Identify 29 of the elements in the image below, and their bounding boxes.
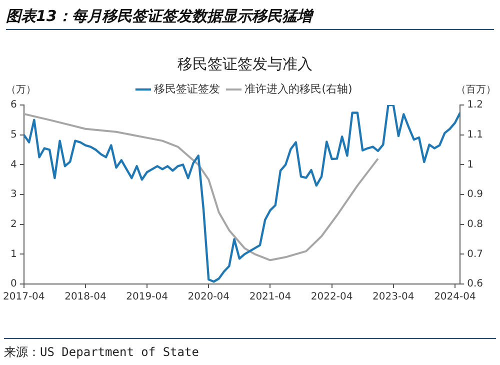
x-tick-label: 2019-04 [126, 292, 168, 303]
y2-tick-label: 0.7 [467, 248, 484, 260]
y2-tick-label: 0.9 [467, 189, 484, 200]
chart-title: 移民签证签发与准入 [178, 54, 312, 73]
y2-tick-label: 1.2 [467, 100, 484, 111]
y-tick-label: 3 [10, 189, 17, 200]
y2-tick-label: 0.6 [467, 278, 484, 290]
x-tick-label: 2022-04 [310, 292, 353, 303]
y-tick-label: 4 [10, 159, 17, 170]
y2-tick-label: 1.1 [467, 129, 484, 140]
y-tick-label: 5 [10, 129, 17, 140]
x-tick-label: 2024-04 [434, 292, 476, 303]
x-tick-label: 2020-04 [188, 292, 230, 303]
y-tick-label: 2 [10, 218, 17, 230]
legend-label: 准许进入的移民(右轴) [244, 82, 352, 96]
text: 图表13：每月移民签证签发数据显示移民猛增 [6, 4, 494, 30]
y-tick-label: 1 [10, 248, 17, 260]
y-tick-label: 0 [10, 278, 17, 290]
source-note: 来源：US Department of State [4, 338, 496, 361]
x-tick-label: 2023-04 [372, 292, 414, 303]
legend-label: 移民签证签发 [154, 82, 220, 96]
y2-tick-label: 1 [467, 159, 474, 170]
x-tick-label: 2017-04 [2, 292, 45, 303]
y-tick-label: 6 [10, 100, 17, 111]
y2-axis-title: （百万） [456, 84, 496, 96]
y-axis-title: （万） [6, 84, 36, 96]
y2-tick-label: 0.8 [467, 218, 484, 230]
x-tick-label: 2021-04 [249, 292, 292, 303]
x-tick-label: 2018-04 [64, 292, 106, 303]
